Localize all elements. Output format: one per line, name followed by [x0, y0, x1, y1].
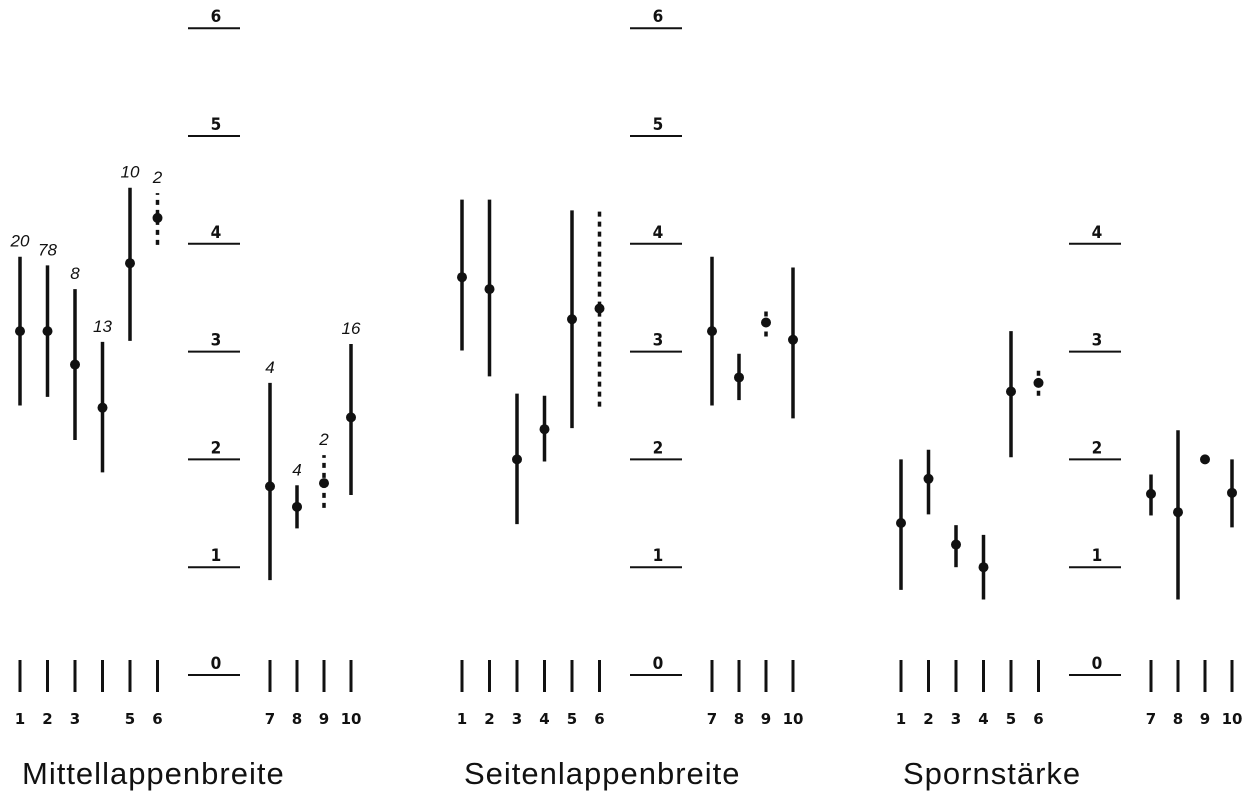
- sample-size: 2: [318, 430, 329, 449]
- mean-dot: [788, 334, 798, 345]
- panel-title: Seitenlappenbreite: [464, 756, 741, 791]
- y-tick-label: 3: [653, 331, 664, 351]
- x-tick-label: 2: [42, 710, 52, 728]
- mean-dot: [125, 258, 135, 269]
- x-tick-label: 8: [734, 710, 744, 728]
- mean-dot: [707, 326, 717, 337]
- x-tick-label: 8: [1173, 710, 1183, 728]
- y-tick-label: 2: [1092, 438, 1103, 458]
- sample-size: 78: [38, 240, 57, 259]
- x-tick-label: 4: [978, 710, 988, 728]
- x-tick-label: 9: [319, 710, 329, 728]
- x-tick-label: 8: [292, 710, 302, 728]
- mean-dot: [457, 272, 467, 283]
- mean-dot: [539, 424, 550, 435]
- panel-title: Mittellappenbreite: [22, 756, 285, 791]
- mean-dot: [951, 539, 961, 550]
- sample-size: 13: [93, 317, 112, 336]
- mean-dot: [1200, 454, 1210, 465]
- y-tick-label: 4: [211, 223, 222, 243]
- sample-size: 8: [70, 264, 80, 283]
- y-tick-label: 3: [211, 331, 222, 351]
- x-tick-label: 5: [567, 710, 577, 728]
- mean-dot: [1146, 488, 1156, 499]
- x-tick-label: 3: [512, 710, 522, 728]
- x-tick-label: 10: [341, 710, 362, 728]
- x-tick-label: 2: [923, 710, 933, 728]
- x-tick-label: 6: [594, 710, 604, 728]
- y-tick-label: 1: [653, 546, 664, 566]
- x-tick-label: 10: [1222, 710, 1243, 728]
- mean-dot: [1227, 487, 1237, 498]
- x-tick-label: 9: [1200, 710, 1210, 728]
- x-tick-label: 2: [484, 710, 494, 728]
- mean-dot: [896, 518, 906, 529]
- x-tick-label: 1: [15, 710, 25, 728]
- y-tick-label: 6: [211, 7, 222, 27]
- y-tick-label: 2: [653, 438, 664, 458]
- y-tick-label: 0: [653, 654, 664, 674]
- y-tick-label: 2: [211, 438, 222, 458]
- x-tick-label: 6: [152, 710, 162, 728]
- x-tick-label: 7: [707, 710, 717, 728]
- y-tick-label: 6: [653, 7, 664, 27]
- x-tick-label: 9: [761, 710, 771, 728]
- x-tick-label: 3: [951, 710, 961, 728]
- sample-size: 4: [265, 358, 274, 377]
- sample-size: 16: [342, 319, 361, 338]
- panel-title: Spornstärke: [903, 756, 1081, 791]
- mean-dot: [97, 402, 108, 413]
- mean-dot: [567, 314, 577, 325]
- x-tick-label: 4: [539, 710, 549, 728]
- y-tick-label: 5: [653, 115, 664, 135]
- sample-size: 4: [292, 460, 301, 479]
- x-tick-label: 5: [125, 710, 135, 728]
- mean-dot: [1033, 377, 1044, 388]
- mean-dot: [484, 284, 495, 295]
- mean-dot: [15, 326, 25, 337]
- x-tick-label: 3: [70, 710, 80, 728]
- y-tick-label: 4: [653, 223, 664, 243]
- mean-dot: [1173, 507, 1183, 518]
- x-tick-label: 7: [265, 710, 275, 728]
- y-tick-label: 5: [211, 115, 222, 135]
- x-tick-label: 5: [1006, 710, 1016, 728]
- y-tick-label: 0: [211, 654, 222, 674]
- mean-dot: [761, 317, 771, 328]
- y-tick-label: 1: [211, 546, 222, 566]
- mean-dot: [319, 478, 329, 489]
- mean-dot: [346, 412, 356, 423]
- mean-dot: [734, 372, 744, 383]
- mean-dot: [923, 473, 934, 484]
- y-tick-label: 3: [1092, 331, 1103, 351]
- mean-dot: [512, 454, 522, 465]
- mean-dot: [265, 481, 275, 492]
- y-tick-label: 1: [1092, 546, 1103, 566]
- y-tick-label: 0: [1092, 654, 1103, 674]
- x-tick-label: 1: [457, 710, 467, 728]
- mean-dot: [594, 303, 605, 314]
- sample-size: 20: [10, 232, 30, 251]
- mean-dot: [978, 562, 989, 573]
- x-tick-label: 10: [783, 710, 804, 728]
- x-tick-label: 7: [1146, 710, 1156, 728]
- mean-dot: [70, 359, 80, 370]
- x-tick-label: 6: [1033, 710, 1043, 728]
- x-tick-label: 1: [896, 710, 906, 728]
- mean-dot: [1006, 386, 1016, 397]
- mean-dot: [42, 326, 53, 337]
- sample-size: 2: [152, 168, 163, 187]
- mean-dot: [152, 212, 163, 223]
- sample-size: 10: [121, 163, 140, 182]
- mean-dot: [292, 501, 302, 512]
- y-tick-label: 4: [1092, 223, 1103, 243]
